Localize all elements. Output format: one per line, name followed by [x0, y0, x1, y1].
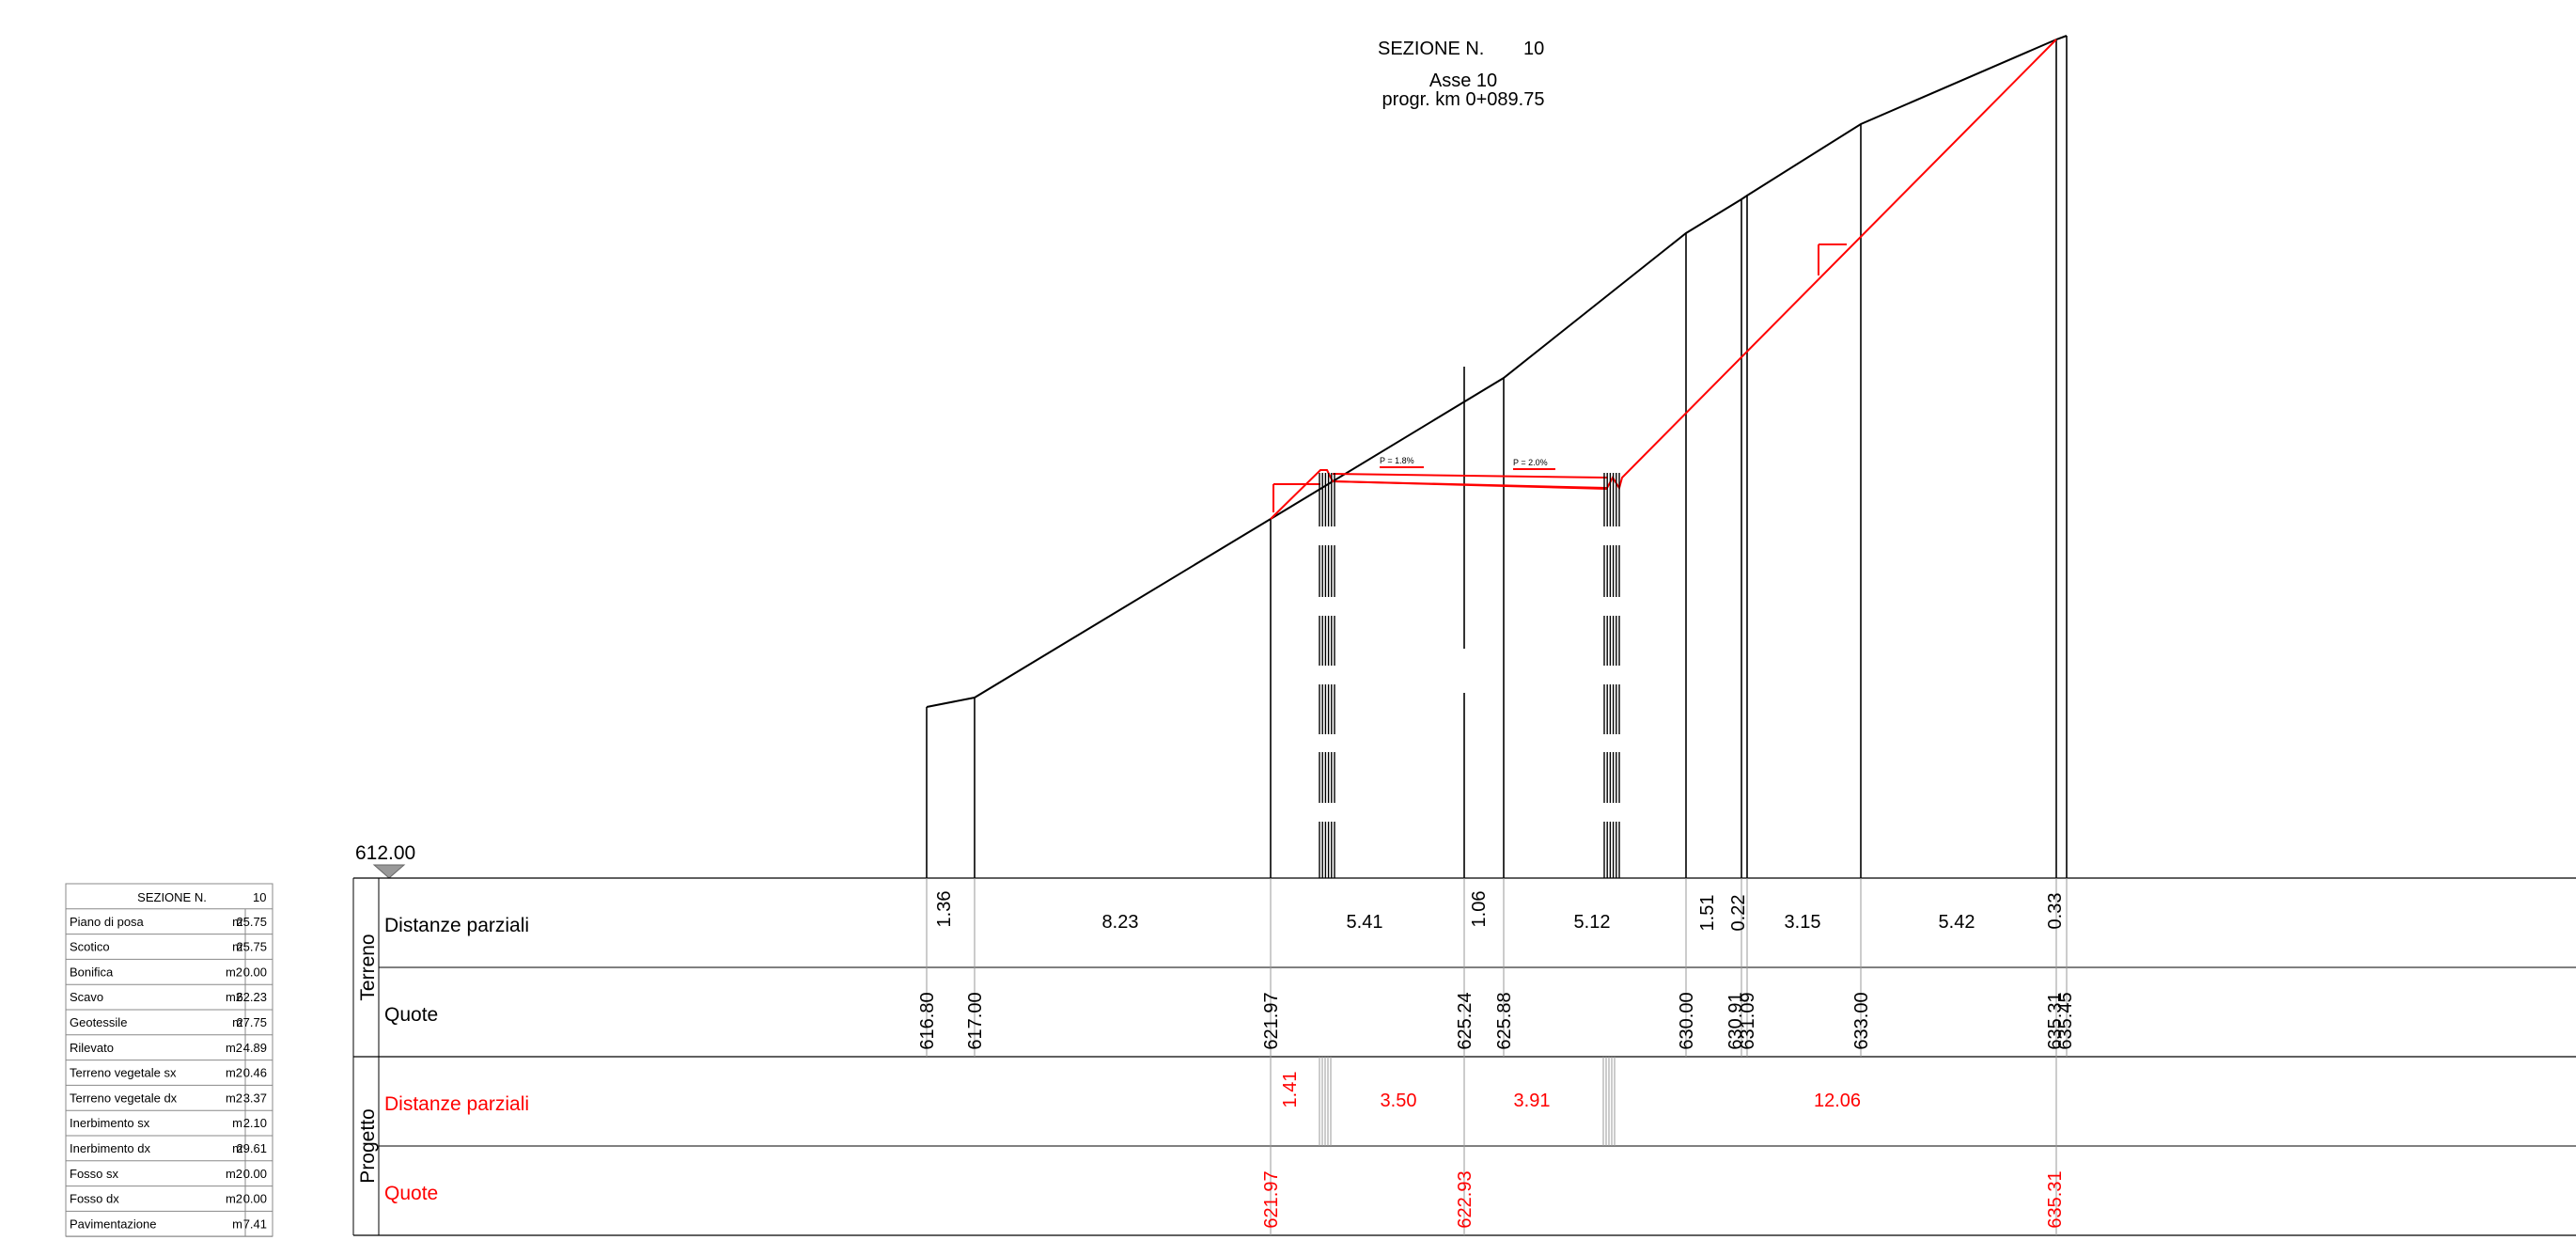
summary-row-unit: m2	[226, 1167, 242, 1181]
section-title-label: SEZIONE N.	[1378, 39, 1484, 59]
row-terrain-distances-label: Distanze parziali	[384, 915, 529, 936]
summary-row-unit: m	[232, 1015, 242, 1029]
summary-row-unit: m	[232, 1141, 242, 1155]
summary-row-label: Geotessile	[70, 1015, 127, 1029]
datum-marker-icon	[372, 864, 406, 879]
summary-row-value: 4.89	[243, 1041, 267, 1055]
project-distances: 1.41 3.50 3.91 12.06	[1280, 1072, 1861, 1111]
terrain-elevation-value: 616.80	[917, 992, 938, 1049]
project-distance-value: 3.91	[1514, 1091, 1551, 1111]
terrain-distance-value: 5.41	[1347, 912, 1383, 933]
summary-row-label: Scotico	[70, 940, 110, 954]
terrain-distance-value: 0.33	[2045, 893, 2066, 930]
summary-row-value: 0.00	[243, 965, 267, 979]
terrain-elevation-value: 630.91	[1725, 992, 1746, 1049]
terrain-elevation-value: 621.97	[1261, 992, 1282, 1049]
summary-row-unit: m	[232, 940, 242, 954]
summary-row-value: 0.00	[243, 1167, 267, 1181]
summary-row-label: Piano di posa	[70, 915, 145, 929]
terrain-distance-value: 0.22	[1728, 895, 1749, 932]
terrain-elevation-value: 631.09	[1738, 992, 1758, 1049]
summary-row-unit: m	[232, 1116, 242, 1130]
summary-row-label: Bonifica	[70, 965, 114, 979]
summary-row-value: 2.10	[243, 1116, 267, 1130]
project-elevation-value: 621.97	[1261, 1170, 1282, 1228]
summary-header-value: 10	[253, 890, 266, 904]
row-project-elevations-label: Quote	[384, 1183, 438, 1204]
terrain-distances: 1.36 8.23 5.41 1.06 5.12 1.51 0.22 3.15 …	[934, 891, 2066, 933]
summary-row-unit: m2	[226, 1041, 242, 1055]
project-distance-value: 3.50	[1381, 1091, 1417, 1111]
terrain-distance-value: 3.15	[1785, 912, 1821, 933]
station-lines	[926, 36, 2068, 878]
summary-row-value: 27.75	[236, 1015, 267, 1029]
terrain-distance-value: 5.12	[1574, 912, 1611, 933]
summary-row-unit: m2	[226, 1091, 242, 1105]
project-elevation-value: 622.93	[1455, 1170, 1475, 1228]
terrain-elevation-value: 633.00	[1851, 992, 1872, 1049]
terrain-elevation-value: 625.24	[1455, 992, 1475, 1049]
slope-left-annotation: P = 1.8%	[1380, 456, 1414, 465]
summary-row-value: 0.00	[243, 1192, 267, 1206]
terrain-elevations: 616.80 617.00 621.97 625.24 625.88 630.0…	[917, 992, 2076, 1049]
summary-row-value: 25.75	[236, 940, 267, 954]
terrain-distance-value: 1.06	[1469, 891, 1490, 928]
summary-row-value: 62.23	[236, 990, 267, 1004]
axis-label: Asse 10	[1429, 71, 1497, 91]
summary-row-label: Inerbimento sx	[70, 1116, 150, 1130]
terrain-elevation-value: 625.88	[1494, 992, 1515, 1049]
group-terrain-label: Terreno	[357, 934, 379, 1000]
section-title-number: 10	[1523, 39, 1544, 59]
summary-row-label: Fosso sx	[70, 1167, 119, 1181]
summary-row-unit: m	[232, 915, 242, 929]
project-elevation-value: 635.31	[2045, 1170, 2066, 1228]
summary-row-unit: m2	[226, 965, 242, 979]
group-project-label: Progetto	[357, 1108, 379, 1183]
summary-row-value: 0.46	[243, 1066, 267, 1080]
project-distance-value: 12.06	[1814, 1091, 1861, 1111]
summary-row-label: Terreno vegetale dx	[70, 1091, 178, 1105]
progressive-label: progr. km 0+089.75	[1382, 89, 1545, 110]
summary-row-value: 3.37	[243, 1091, 267, 1105]
row-project-distances-label: Distanze parziali	[384, 1093, 529, 1115]
terrain-distance-value: 8.23	[1102, 912, 1139, 933]
summary-row-unit: m	[232, 1217, 242, 1231]
summary-row-label: Fosso dx	[70, 1192, 119, 1206]
summary-row-unit: m2	[226, 1192, 242, 1206]
summary-row-label: Scavo	[70, 990, 103, 1004]
slope-right-annotation: P = 2.0%	[1513, 458, 1548, 467]
summary-row-value: 7.41	[243, 1217, 267, 1231]
summary-row-value: 29.61	[236, 1141, 267, 1155]
summary-row-label: Inerbimento dx	[70, 1141, 150, 1155]
project-distance-value: 1.41	[1280, 1072, 1301, 1108]
datum-label: 612.00	[355, 842, 415, 864]
project-elevations: 621.97 622.93 635.31	[1261, 1170, 2066, 1228]
summary-row-value: 25.75	[236, 915, 267, 929]
terrain-distance-value: 1.51	[1697, 895, 1718, 932]
terrain-distance-value: 5.42	[1939, 912, 1975, 933]
drainage-column-right	[1603, 473, 1620, 878]
band-grid-lines	[926, 878, 2068, 1235]
summary-row-label: Pavimentazione	[70, 1217, 157, 1231]
row-terrain-elevations-label: Quote	[384, 1004, 438, 1026]
terrain-elevation-value: 635.45	[2055, 992, 2076, 1049]
terrain-elevation-value: 617.00	[965, 992, 986, 1049]
summary-header-label: SEZIONE N.	[137, 890, 207, 904]
terrain-elevation-value: 635.31	[2045, 992, 2066, 1049]
terrain-distance-value: 1.36	[934, 891, 955, 928]
terrain-profile-line	[926, 35, 2068, 708]
summary-row-label: Terreno vegetale sx	[70, 1066, 177, 1080]
summary-row-unit: m2	[226, 990, 242, 1004]
summary-row-unit: m2	[226, 1066, 242, 1080]
summary-table: SEZIONE N. 10 Piano di posa m25.75Scotico…	[65, 883, 273, 1237]
drainage-column-left	[1319, 473, 1335, 878]
summary-row-label: Rilevato	[70, 1041, 114, 1055]
terrain-elevation-value: 630.00	[1677, 992, 1697, 1049]
